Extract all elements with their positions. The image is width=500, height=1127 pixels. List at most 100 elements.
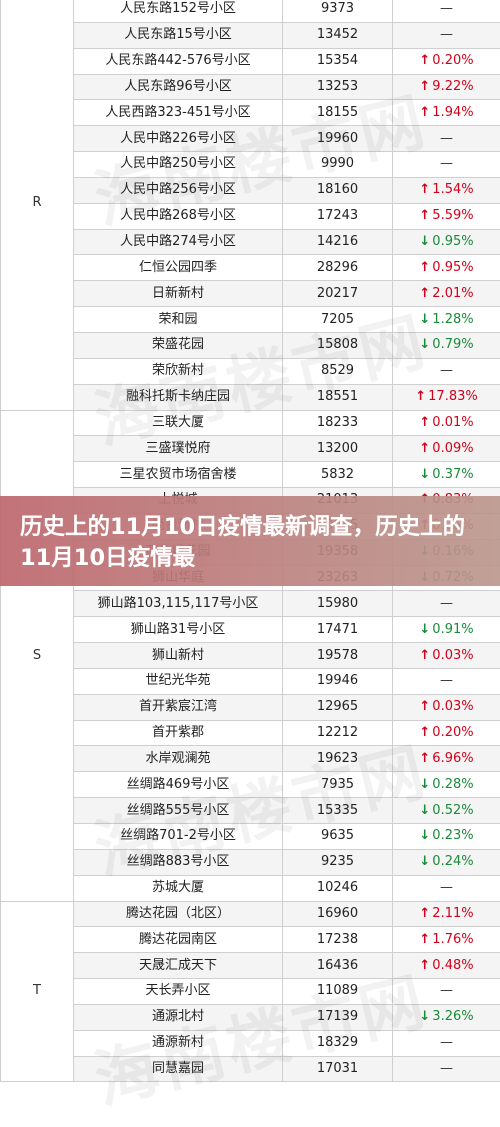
- community-name: 人民东路442-576号小区: [74, 48, 283, 74]
- arrow-up-icon: ↑: [419, 437, 430, 461]
- community-name: 人民东路15号小区: [74, 22, 283, 48]
- community-name: 人民中路274号小区: [74, 229, 283, 255]
- change-value: —: [440, 1061, 453, 1076]
- community-name: 通源北村: [74, 1004, 283, 1030]
- change-value: 0.01%: [432, 415, 473, 430]
- price-value: 13200: [283, 436, 393, 462]
- change-cell: —: [393, 591, 500, 617]
- community-name: 天晟汇成天下: [74, 953, 283, 979]
- price-value: 15980: [283, 591, 393, 617]
- price-value: 20217: [283, 281, 393, 307]
- price-value: 15808: [283, 332, 393, 358]
- price-value: 9235: [283, 849, 393, 875]
- change-cell: ↑2.01%: [393, 281, 500, 307]
- price-value: 15335: [283, 798, 393, 824]
- change-value: 1.28%: [432, 312, 473, 327]
- price-value: 9990: [283, 152, 393, 178]
- change-value: 0.95%: [432, 260, 473, 275]
- change-value: 0.09%: [432, 441, 473, 456]
- community-name: 荣欣新村: [74, 358, 283, 384]
- arrow-up-icon: ↑: [419, 204, 430, 228]
- community-name: 人民中路268号小区: [74, 203, 283, 229]
- change-cell: ↑0.03%: [393, 643, 500, 669]
- change-cell: —: [393, 22, 500, 48]
- arrow-up-icon: ↑: [419, 256, 430, 280]
- change-value: 0.28%: [432, 777, 473, 792]
- change-cell: ↑1.54%: [393, 177, 500, 203]
- community-name: 仁恒公园四季: [74, 255, 283, 281]
- community-name: 腾达花园（北区）: [74, 901, 283, 927]
- price-value: 17031: [283, 1056, 393, 1082]
- change-cell: ↑6.96%: [393, 746, 500, 772]
- change-value: 0.03%: [432, 699, 473, 714]
- change-value: 0.91%: [432, 622, 473, 637]
- community-name: 通源新村: [74, 1030, 283, 1056]
- price-value: 19960: [283, 126, 393, 152]
- change-value: —: [440, 983, 453, 998]
- price-value: 19946: [283, 668, 393, 694]
- community-name: 丝绸路469号小区: [74, 772, 283, 798]
- price-value: 16960: [283, 901, 393, 927]
- change-value: 1.54%: [432, 182, 473, 197]
- change-value: 2.01%: [432, 286, 473, 301]
- arrow-up-icon: ↑: [419, 954, 430, 978]
- article-title-banner[interactable]: 历史上的11月10日疫情最新调查，历史上的11月10日疫情最: [0, 496, 500, 586]
- price-value: 18233: [283, 410, 393, 436]
- change-cell: ↓0.52%: [393, 798, 500, 824]
- price-value: 7205: [283, 307, 393, 333]
- change-value: 0.24%: [432, 854, 473, 869]
- change-value: 0.52%: [432, 803, 473, 818]
- price-value: 18329: [283, 1030, 393, 1056]
- community-name: 三盛璞悦府: [74, 436, 283, 462]
- change-cell: ↑1.76%: [393, 927, 500, 953]
- arrow-up-icon: ↑: [419, 101, 430, 125]
- community-name: 水岸观澜苑: [74, 746, 283, 772]
- community-name: 狮山路103,115,117号小区: [74, 591, 283, 617]
- change-value: 0.79%: [432, 337, 473, 352]
- community-name: 苏城大厦: [74, 875, 283, 901]
- price-value: 18551: [283, 384, 393, 410]
- price-value: 17243: [283, 203, 393, 229]
- arrow-down-icon: ↓: [419, 850, 430, 874]
- price-value: 15354: [283, 48, 393, 74]
- arrow-down-icon: ↓: [419, 308, 430, 332]
- arrow-down-icon: ↓: [419, 463, 430, 487]
- arrow-up-icon: ↑: [419, 644, 430, 668]
- community-name: 荣盛花园: [74, 332, 283, 358]
- change-cell: —: [393, 875, 500, 901]
- arrow-down-icon: ↓: [419, 1005, 430, 1029]
- change-cell: —: [393, 668, 500, 694]
- change-value: 0.95%: [432, 234, 473, 249]
- price-value: 19623: [283, 746, 393, 772]
- price-value: 13452: [283, 22, 393, 48]
- change-cell: —: [393, 0, 500, 22]
- change-cell: —: [393, 1030, 500, 1056]
- community-name: 腾达花园南区: [74, 927, 283, 953]
- change-value: —: [440, 27, 453, 42]
- article-title[interactable]: 历史上的11月10日疫情最新调查，历史上的11月10日疫情最: [20, 512, 480, 574]
- change-value: 3.26%: [432, 1009, 473, 1024]
- arrow-down-icon: ↓: [419, 799, 430, 823]
- change-cell: ↓0.23%: [393, 824, 500, 850]
- price-value: 19578: [283, 643, 393, 669]
- change-value: 6.96%: [432, 751, 473, 766]
- community-name: 荣和园: [74, 307, 283, 333]
- change-cell: ↓3.26%: [393, 1004, 500, 1030]
